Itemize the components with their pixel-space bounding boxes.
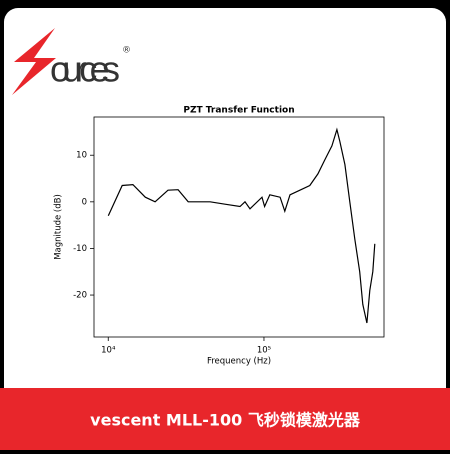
y-axis-label: Magnitude (dB) (54, 194, 64, 260)
y-tick-label: 10 (76, 151, 87, 161)
card (4, 8, 446, 408)
banner-bg (0, 388, 450, 450)
y-tick-label: 0 (82, 197, 87, 207)
logo-bolt (12, 28, 56, 95)
logo-text: ources (50, 49, 120, 90)
data-line (107, 127, 376, 324)
plot-frame (93, 116, 385, 338)
y-tick-label: -20 (73, 291, 87, 301)
x-tick-label: 10⁴ (101, 346, 116, 356)
x-tick-label: 10⁵ (257, 346, 271, 356)
chart-title: PZT Transfer Function (183, 106, 294, 116)
banner-text: vescent MLL-100 飞秒锁模激光器 (90, 411, 361, 430)
y-tick-label: -10 (73, 244, 87, 254)
x-axis-label: Frequency (Hz) (207, 357, 271, 367)
logo-mark: ® (122, 46, 131, 56)
